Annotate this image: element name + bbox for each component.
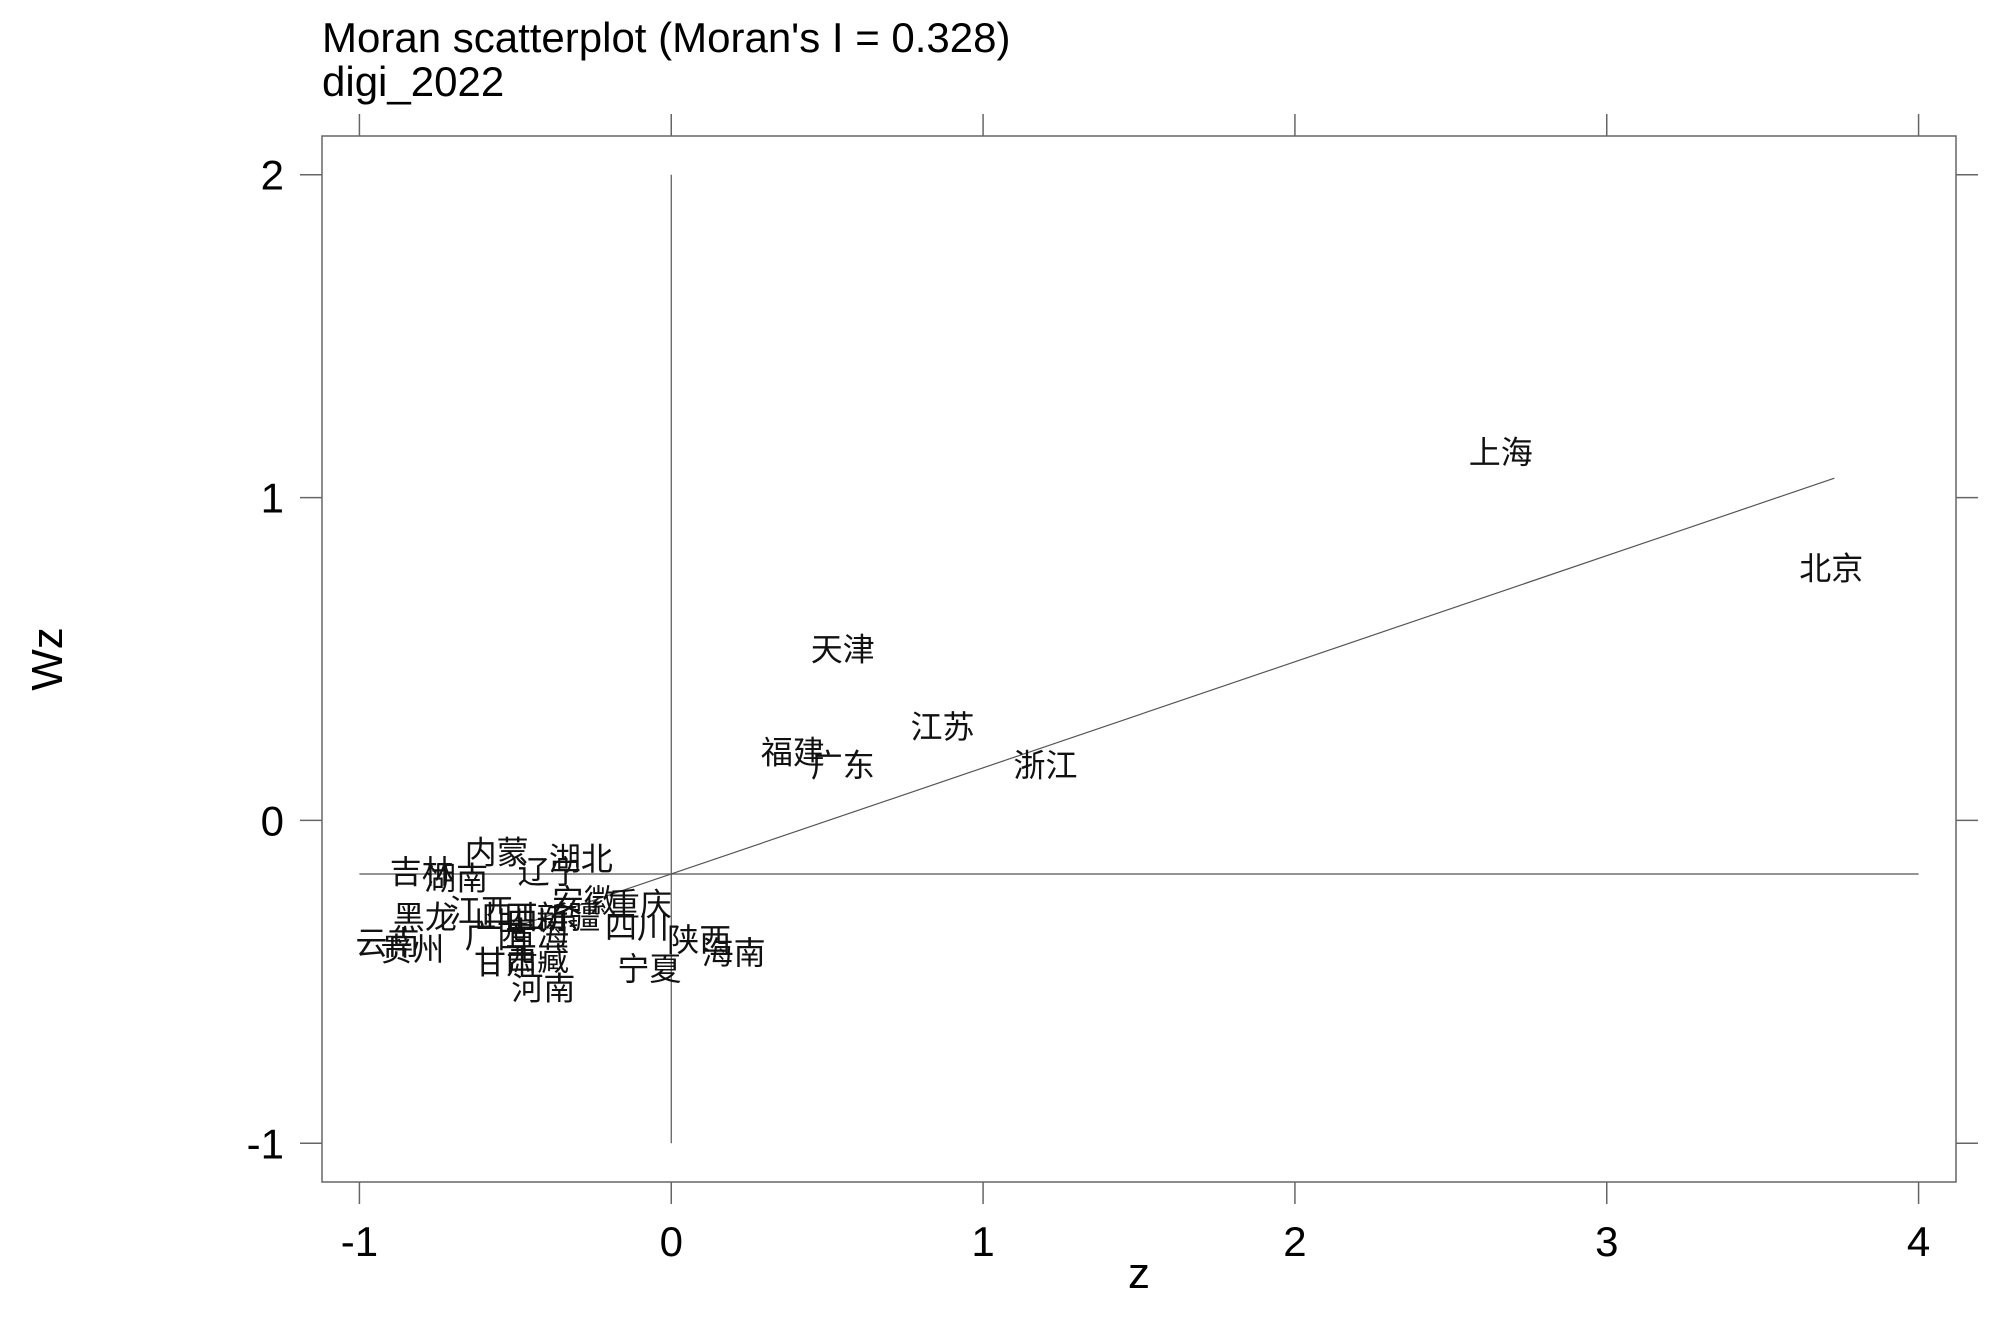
x-tick-label: 2 (1283, 1218, 1306, 1265)
data-point-label: 湖北 (549, 840, 613, 878)
data-point-label: 陕西 (667, 921, 731, 959)
data-point-label: 新疆 (536, 898, 600, 936)
chart-titles: Moran scatterplot (Moran's I = 0.328) di… (322, 14, 1011, 105)
data-point-label: 江苏 (911, 708, 975, 746)
data-point-label: 山东 (515, 898, 579, 936)
y-tick-label: -1 (247, 1120, 284, 1167)
data-point-label: 浙江 (1013, 747, 1077, 785)
x-tick-label: -1 (341, 1218, 378, 1265)
x-tick-label: 3 (1595, 1218, 1618, 1265)
axis-ticks (300, 114, 1978, 1204)
data-point-label: 上海 (1469, 433, 1533, 471)
data-point-label: 海南 (702, 934, 766, 972)
data-point-label: 甘肃 (474, 943, 538, 981)
data-point-label: 内蒙 (465, 834, 529, 872)
data-point-label: 黑龙 (393, 898, 457, 936)
data-point-label: 重庆 (608, 885, 672, 923)
y-tick-label: 1 (261, 475, 284, 522)
chart-subtitle: digi_2022 (322, 58, 504, 105)
data-point-label: 山西 (474, 898, 538, 936)
data-point-label: 天津 (811, 630, 875, 668)
data-point-label: 广东 (811, 747, 875, 785)
chart-title: Moran scatterplot (Moran's I = 0.328) (322, 14, 1011, 61)
data-point-label: 安徽 (552, 882, 616, 920)
x-axis-label: z (1128, 1249, 1150, 1298)
data-point-label: 河南 (511, 969, 575, 1007)
data-point-label: 北京 (1799, 550, 1863, 588)
data-point-label: 云南 (355, 924, 419, 962)
x-tick-label: 0 (660, 1218, 683, 1265)
reference-lines (359, 174, 1919, 1144)
data-point-label: 辽宁 (518, 853, 582, 891)
regression-fit-line (515, 477, 1835, 928)
data-point-label: 吉林 (390, 853, 454, 891)
data-point-label: 宁夏 (617, 950, 681, 988)
data-point-label: 四川 (605, 908, 669, 946)
y-axis-label: Wz (23, 627, 72, 691)
x-tick-label: 1 (971, 1218, 994, 1265)
y-tick-label: 2 (261, 152, 284, 199)
data-point-label: 贵州 (380, 931, 444, 969)
plot-frame (321, 135, 1957, 1183)
data-point-label: 西藏 (505, 940, 569, 978)
data-point-label: 福建 (761, 734, 825, 772)
x-tick-label: 4 (1907, 1218, 1930, 1265)
data-point-label: 江西 (449, 892, 513, 930)
data-point-label: 广西 (465, 918, 529, 956)
data-point-label: 青海 (505, 914, 569, 952)
data-point-label: 湖南 (424, 860, 488, 898)
axis-tick-labels: -1 0 1 2 3 4 -1 0 1 2 (247, 152, 1931, 1265)
y-tick-label: 0 (261, 797, 284, 844)
